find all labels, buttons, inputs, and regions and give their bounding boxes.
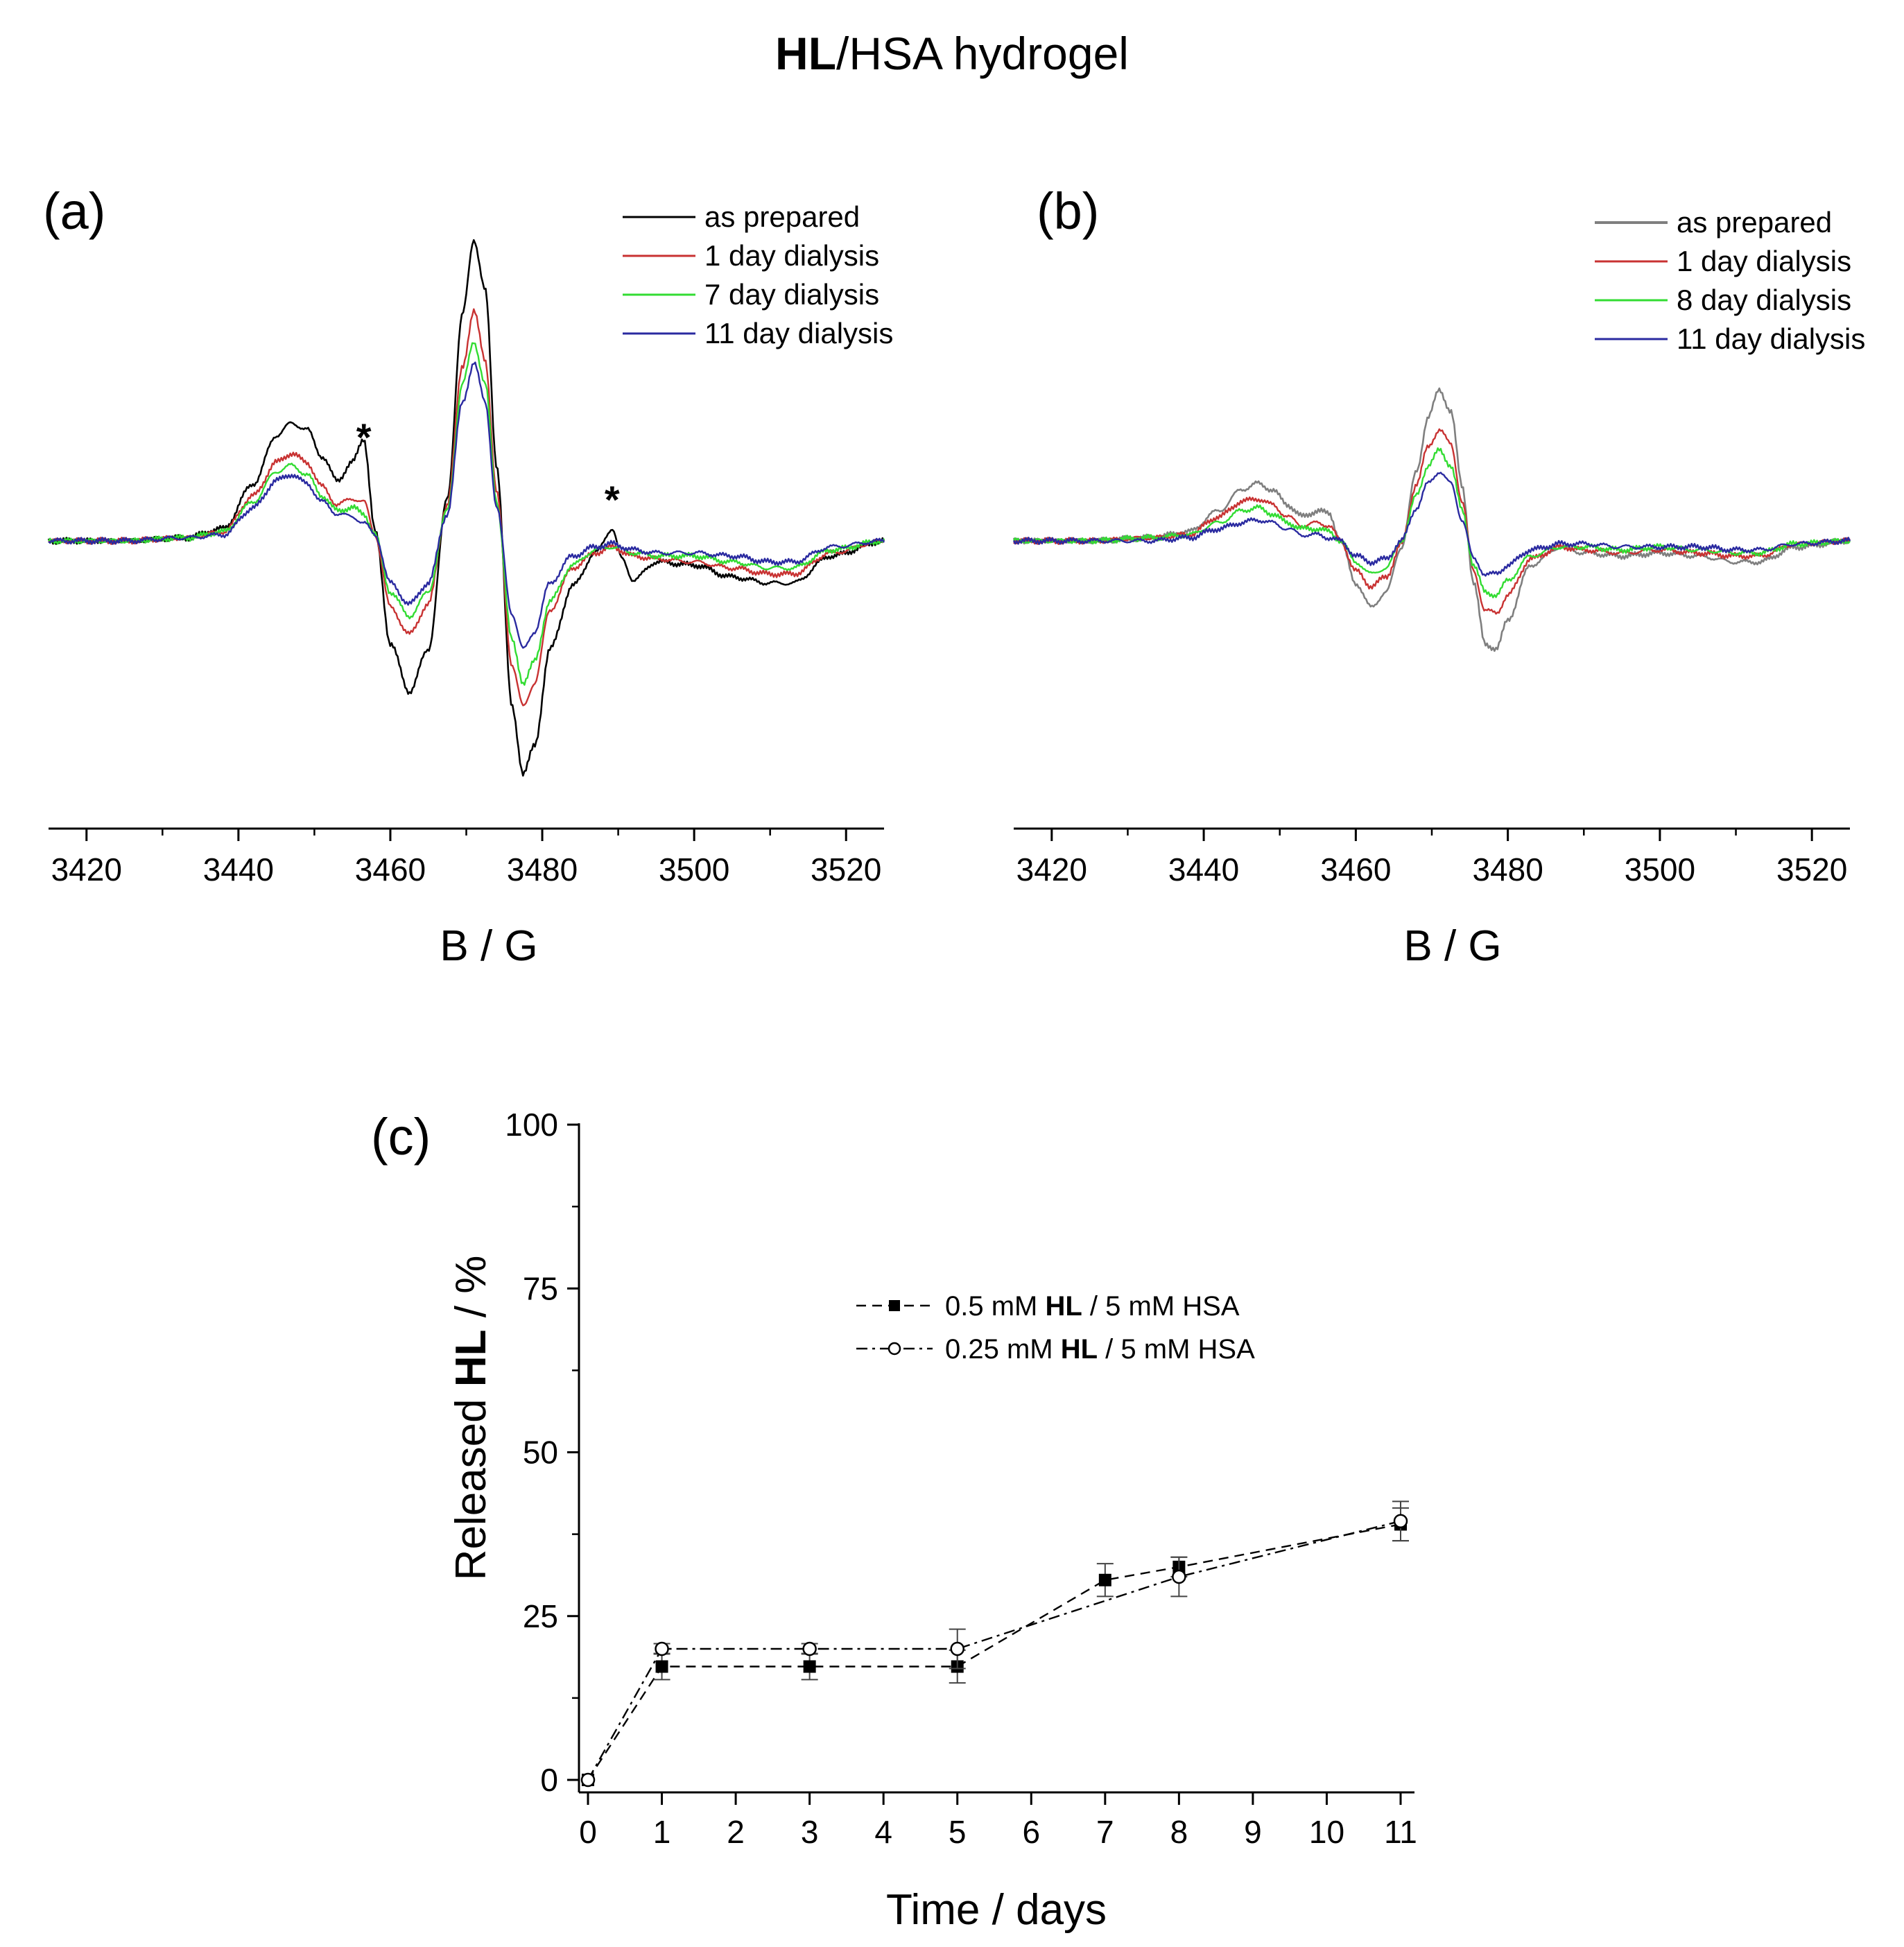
panel-c-x-tick-label: 4 xyxy=(874,1814,892,1850)
panel-c-x-tick-label: 6 xyxy=(1022,1814,1040,1850)
panel-a-x-tick-label: 3500 xyxy=(659,851,729,888)
panel-b-label: (b) xyxy=(1037,182,1099,240)
figure-title: HL/HSA hydrogel xyxy=(775,28,1129,79)
panel-c-x-axis-title: Time / days xyxy=(886,1886,1107,1934)
panel-c-legend-label-part: 0.25 mM xyxy=(945,1334,1061,1365)
panel-c-y-axis-title-part3: / % xyxy=(447,1256,495,1330)
panel-c-y-tick-label: 25 xyxy=(523,1598,558,1634)
panel-b-x-tick-label: 3420 xyxy=(1016,851,1087,888)
panel-c-series-1-point xyxy=(950,1641,964,1656)
panel-c-y-axis-title-part1: Released xyxy=(447,1387,495,1580)
panel-a-asterisk: * xyxy=(356,415,372,459)
panel-c-series-1-point xyxy=(1172,1569,1186,1584)
panel-c-legend-marker xyxy=(888,1342,901,1356)
panel-b-x-tick-label: 3500 xyxy=(1625,851,1695,888)
panel-c-x-tick-label: 2 xyxy=(727,1814,745,1850)
panel-a-asterisk: * xyxy=(605,478,620,521)
panel-c-legend-label: 0.25 mM HL / 5 mM HSA xyxy=(945,1334,1255,1365)
panel-a-x-tick-label: 3420 xyxy=(51,851,122,888)
panel-c-x-tick-label: 11 xyxy=(1384,1814,1417,1850)
panel-c-series-1-point xyxy=(655,1641,669,1656)
panel-c-series xyxy=(580,1500,1409,1788)
panel-c-y-tick-label: 50 xyxy=(523,1435,558,1471)
panel-b-legend-label: 1 day dialysis xyxy=(1677,245,1851,277)
panel-a-series-2-line xyxy=(47,342,885,686)
panel-c-legend-label-part: HL xyxy=(1061,1334,1098,1365)
panel-a-legend-label: as prepared xyxy=(704,200,860,233)
panel-a-x-tick-label: 3440 xyxy=(203,851,274,888)
panel-c-y-tick-label: 0 xyxy=(540,1762,558,1798)
panel-a-series-3-line xyxy=(48,361,885,649)
panel-c-x-tick-label: 10 xyxy=(1309,1814,1344,1850)
panel-c-label: (c) xyxy=(371,1108,431,1166)
panel-a-x-tick-label: 3460 xyxy=(355,851,426,888)
panel-b-legend-label: 11 day dialysis xyxy=(1677,322,1865,355)
figure-title-rest: /HSA hydrogel xyxy=(836,28,1129,79)
panel-a-legend-label: 1 day dialysis xyxy=(704,239,879,272)
panel-c-x-tick-label: 9 xyxy=(1244,1814,1262,1850)
panel-c-series-0-point xyxy=(655,1660,668,1673)
panel-c-y-axis-title-part2: HL xyxy=(447,1329,495,1387)
panel-c-x-tick-label: 1 xyxy=(653,1814,671,1850)
panel-c-series-0-point xyxy=(1098,1573,1111,1586)
panel-c-series-1-line xyxy=(587,1520,1401,1781)
panel-c-x-ticks: 0 1 2 3 4 5 6 7 8 9 10 11 xyxy=(579,1792,1417,1850)
panel-b-legend: as prepared 1 day dialysis 8 day dialysis 1… xyxy=(1595,206,1865,355)
panel-a: (a) ** 3420 3440 3460 3480 3500 3520 B / G as… xyxy=(43,182,893,970)
panel-b-x-tick-label: 3480 xyxy=(1472,851,1543,888)
panel-c-x-tick-label: 5 xyxy=(949,1814,967,1850)
panel-b-series-2-line xyxy=(1013,447,1851,598)
panel-c-x-tick-label: 7 xyxy=(1096,1814,1114,1850)
panel-b-x-axis-title: B / G xyxy=(1403,922,1501,970)
panel-b-x-tick-label: 3460 xyxy=(1320,851,1391,888)
panel-c-y-tick-label: 75 xyxy=(523,1270,558,1306)
panel-a-legend-label: 7 day dialysis xyxy=(704,278,879,311)
panel-a-x-tick-label: 3520 xyxy=(811,851,881,888)
panel-b-series-3-line xyxy=(1012,471,1851,577)
panel-b-legend-label: 8 day dialysis xyxy=(1677,284,1851,316)
panel-c: (c) 0 25 50 75 100 0 1 2 3 4 5 6 7 8 9 10 11 Time / day… xyxy=(371,1107,1417,1934)
panel-b-legend-label: as prepared xyxy=(1677,206,1832,239)
panel-c-y-ticks: 0 25 50 75 100 xyxy=(505,1107,579,1798)
panel-b-curves xyxy=(1012,387,1851,652)
panel-c-series-0-point xyxy=(803,1660,816,1673)
panel-a-x-axis-title: B / G xyxy=(440,922,537,970)
panel-b-series-0-line xyxy=(1012,387,1851,652)
panel-b: (b) 3420 3440 3460 3480 3500 3520 B / G as pr… xyxy=(1012,182,1865,970)
panel-c-x-tick-label: 8 xyxy=(1170,1814,1188,1850)
panel-b-x-ticks: 3420 3440 3460 3480 3500 3520 xyxy=(1016,829,1847,888)
panel-c-legend-label-part: 0.5 mM xyxy=(945,1291,1045,1322)
panel-a-curves xyxy=(47,239,885,777)
panel-a-legend-label: 11 day dialysis xyxy=(704,317,893,349)
panel-c-series-1-point xyxy=(802,1641,817,1656)
panel-c-series-0-line xyxy=(587,1523,1401,1781)
panel-c-series-1-point xyxy=(1393,1514,1408,1528)
panel-a-x-ticks: 3420 3440 3460 3480 3500 3520 xyxy=(51,829,881,888)
panel-c-legend-label-part: HL xyxy=(1045,1291,1082,1322)
panel-c-y-tick-label: 100 xyxy=(505,1107,558,1143)
panel-a-annotations: ** xyxy=(356,415,620,521)
panel-a-x-tick-label: 3480 xyxy=(507,851,578,888)
panel-c-legend-label-part: / 5 mM HSA xyxy=(1082,1291,1240,1322)
panel-b-x-tick-label: 3520 xyxy=(1776,851,1847,888)
panel-a-label: (a) xyxy=(43,182,105,240)
panel-b-x-tick-label: 3440 xyxy=(1168,851,1239,888)
panel-c-legend-marker xyxy=(889,1300,900,1311)
figure-title-bold: HL xyxy=(775,28,836,79)
panel-a-legend: as prepared 1 day dialysis 7 day dialysis 1… xyxy=(623,200,893,349)
panel-c-legend-label: 0.5 mM HL / 5 mM HSA xyxy=(945,1291,1240,1322)
panel-c-x-tick-label: 3 xyxy=(801,1814,819,1850)
panel-c-series-1-point xyxy=(580,1772,596,1788)
panel-c-y-axis-title: Released HL / % xyxy=(447,1256,495,1581)
panel-b-series-1-line xyxy=(1012,428,1851,615)
panel-c-x-tick-label: 0 xyxy=(579,1814,597,1850)
panel-c-legend-label-part: / 5 mM HSA xyxy=(1098,1334,1255,1365)
